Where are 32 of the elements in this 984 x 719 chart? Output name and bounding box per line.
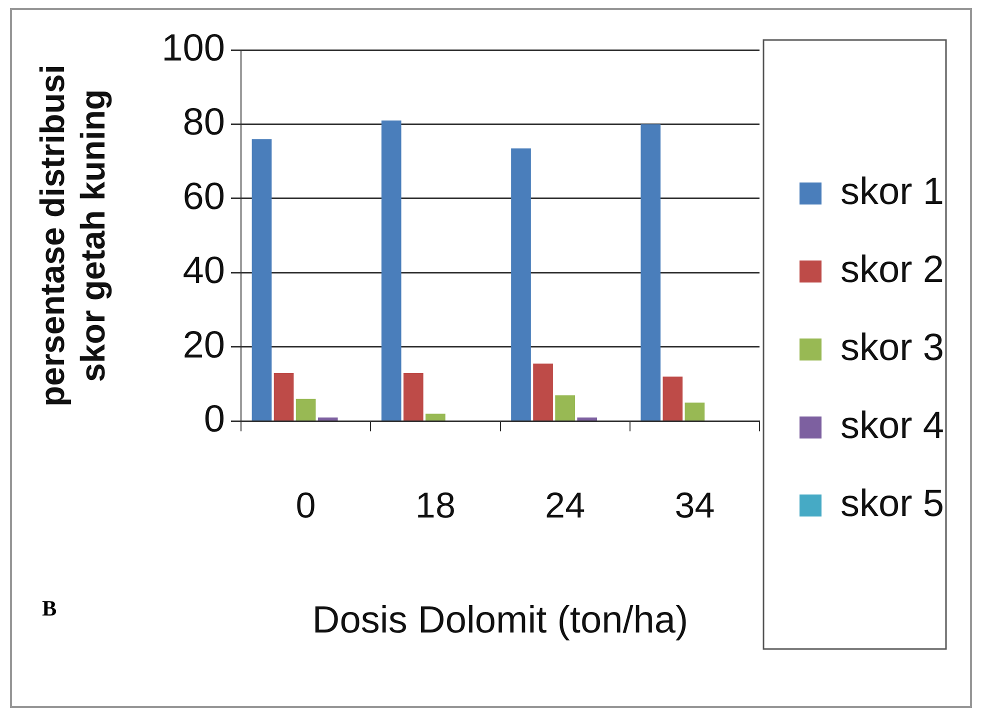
bar xyxy=(533,364,553,420)
y-tick-label: 20 xyxy=(182,324,225,366)
legend-label: skor 4 xyxy=(840,404,944,447)
y-tick-label: 0 xyxy=(204,398,225,441)
bar xyxy=(274,372,294,420)
y-tick-label: 40 xyxy=(182,250,225,292)
y-tick-label: 60 xyxy=(182,176,225,218)
bar xyxy=(426,414,446,420)
x-axis-title: Dosis Dolomit (ton/ha) xyxy=(312,600,688,642)
bar xyxy=(296,398,316,420)
y-tick-label: 100 xyxy=(162,27,225,70)
legend-label: skor 1 xyxy=(840,170,944,213)
y-axis-title: persentase distribusi skor getah kuning xyxy=(34,64,113,407)
x-tick-label: 34 xyxy=(674,484,715,526)
bar xyxy=(640,124,661,420)
legend-label: skor 2 xyxy=(840,248,944,291)
legend-label: skor 3 xyxy=(840,326,944,369)
legend-label: skor 5 xyxy=(840,482,944,525)
bar xyxy=(252,139,272,420)
bar xyxy=(684,402,705,420)
y-tick-label: 80 xyxy=(182,102,225,144)
bar xyxy=(511,148,531,420)
bar xyxy=(662,376,683,420)
bar xyxy=(381,120,402,420)
bar xyxy=(403,372,424,420)
x-tick-label: 0 xyxy=(296,484,316,526)
text: B xyxy=(42,596,57,621)
x-tick-label: 24 xyxy=(545,484,586,526)
bar xyxy=(577,417,598,420)
bar xyxy=(318,417,338,420)
bar xyxy=(555,395,575,420)
x-tick-label: 18 xyxy=(415,484,456,526)
